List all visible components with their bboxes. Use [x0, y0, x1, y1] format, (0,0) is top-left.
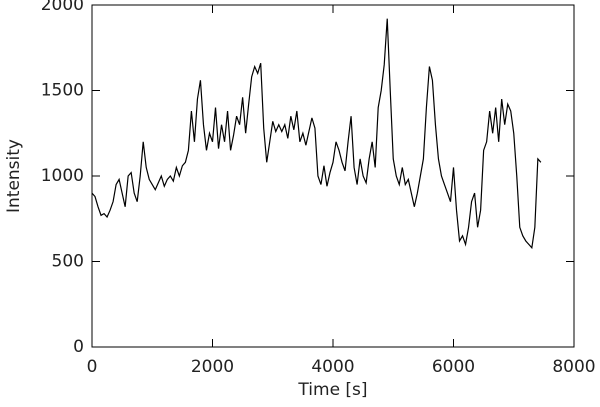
y-tick-label: 500 — [52, 252, 84, 272]
x-axis-label: Time [s] — [297, 380, 367, 400]
y-axis-label: Intensity — [4, 139, 24, 213]
x-tick-label: 8000 — [552, 357, 595, 377]
y-tick-label: 1500 — [41, 81, 84, 101]
x-tick-label: 4000 — [311, 357, 354, 377]
x-tick-label: 0 — [87, 357, 98, 377]
y-tick-label: 1000 — [41, 166, 84, 186]
x-tick-label: 2000 — [191, 357, 234, 377]
x-tick-label: 6000 — [432, 357, 475, 377]
y-tick-label: 2000 — [41, 0, 84, 15]
y-tick-label: 0 — [73, 337, 84, 357]
plot-frame — [91, 4, 575, 348]
data-line — [91, 18, 542, 250]
